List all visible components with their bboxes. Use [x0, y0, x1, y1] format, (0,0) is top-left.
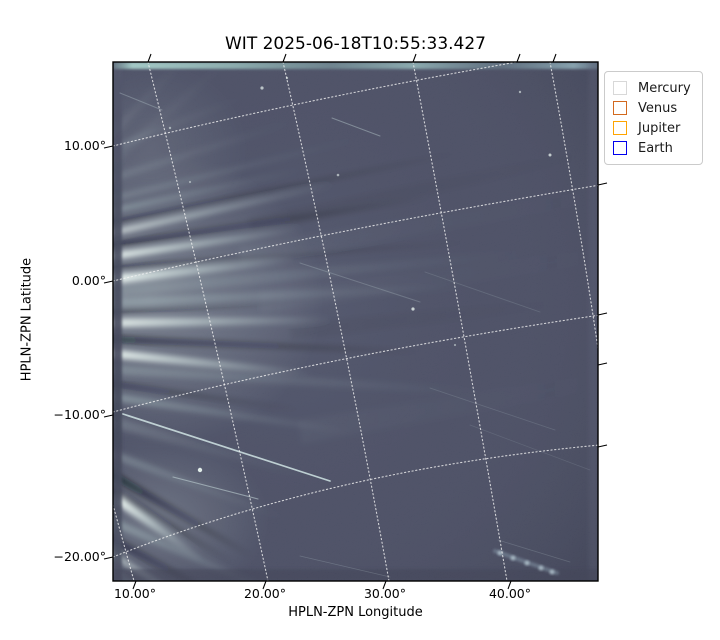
right-tick-mark	[597, 444, 608, 448]
x-axis-label: HPLN-ZPN Longitude	[288, 605, 423, 620]
y-tick-label: 10.00°	[63, 138, 106, 153]
right-tick-mark	[597, 312, 608, 316]
x-tick-label: 30.00°	[363, 586, 407, 601]
grid-line-lat-20	[113, 444, 598, 558]
right-tick-mark	[597, 362, 608, 366]
right-tick-mark	[597, 182, 608, 186]
y-axis-label: HPLN-ZPN Latitude	[19, 257, 35, 382]
top-tick-mark	[282, 53, 287, 63]
x-tick-mark	[262, 580, 267, 590]
x-tick-label: 20.00°	[243, 586, 287, 601]
x-tick-label: 10.00°	[113, 586, 157, 601]
y-tick-label: −10.00°	[53, 407, 106, 422]
legend-item-mercury: Mercury	[613, 78, 691, 98]
x-tick-label: 40.00°	[488, 586, 532, 601]
legend: Mercury Venus Jupiter Earth	[604, 71, 703, 165]
y-tick-mark	[103, 414, 114, 418]
legend-swatch-mercury	[613, 81, 627, 95]
sky-image	[113, 62, 598, 581]
legend-swatch-jupiter	[613, 121, 627, 135]
y-tick-mark	[103, 556, 114, 560]
image-noise	[113, 62, 598, 581]
legend-item-earth: Earth	[613, 138, 691, 158]
legend-item-jupiter: Jupiter	[613, 118, 691, 138]
legend-label: Earth	[638, 140, 673, 156]
x-tick-mark	[382, 580, 387, 590]
legend-label: Mercury	[638, 80, 691, 96]
grid-line-lon30	[282, 62, 390, 581]
top-tick-mark	[412, 53, 417, 63]
axis-ticks	[103, 53, 608, 590]
grid-line-lon50	[549, 62, 598, 353]
top-tick-mark	[147, 53, 152, 63]
grid-line-lon40	[412, 62, 508, 581]
y-tick-mark	[103, 145, 114, 149]
legend-swatch-venus	[613, 101, 627, 115]
axes-frame	[112, 61, 599, 582]
grid-line-lon20	[147, 62, 269, 581]
grid-line-lon10	[113, 504, 135, 581]
grid-line-lat-10	[113, 314, 598, 413]
grid-line-lat+10	[113, 62, 518, 147]
legend-label: Venus	[638, 100, 678, 116]
top-tick-mark	[516, 53, 521, 63]
y-tick-mark	[103, 280, 114, 284]
legend-swatch-earth	[613, 141, 627, 155]
x-tick-mark	[132, 580, 137, 590]
y-tick-label: 0.00°	[71, 273, 106, 288]
x-tick-mark	[507, 580, 512, 590]
legend-label: Jupiter	[638, 120, 681, 136]
grid-line-lat0	[113, 184, 598, 282]
coordinate-grid	[113, 62, 598, 581]
plot-title: WIT 2025-06-18T10:55:33.427	[225, 34, 486, 54]
y-tick-label: −20.00°	[53, 549, 106, 564]
top-tick-mark	[552, 53, 557, 63]
legend-item-venus: Venus	[613, 98, 691, 118]
